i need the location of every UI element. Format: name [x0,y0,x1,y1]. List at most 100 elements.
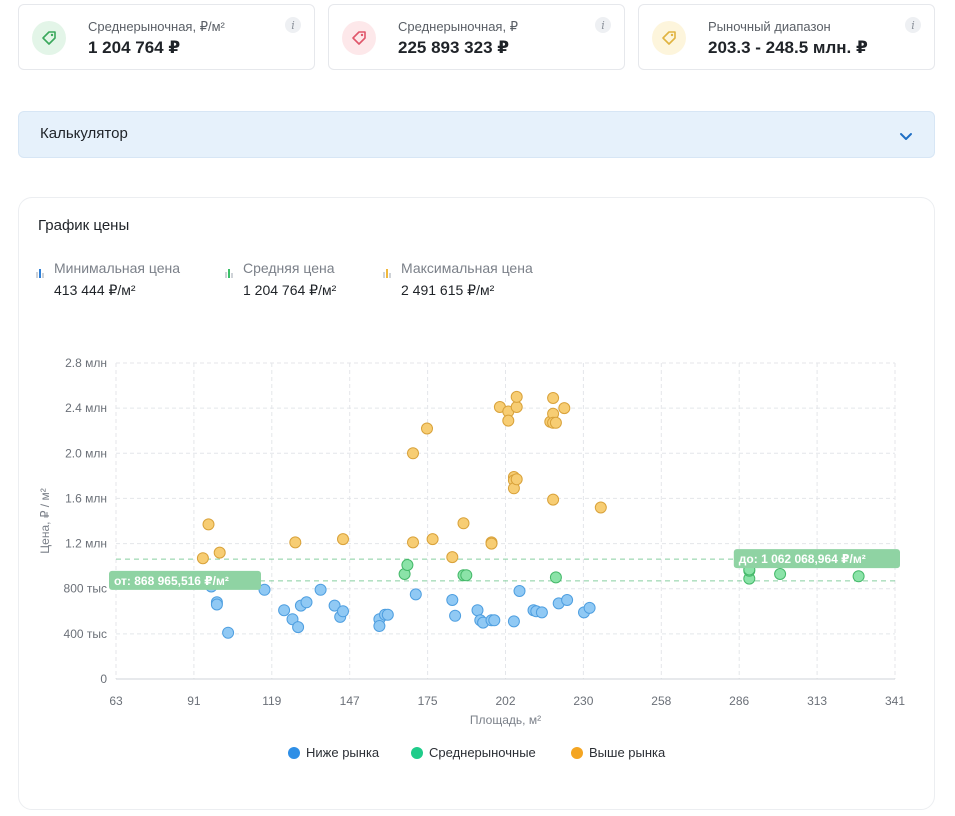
data-point[interactable] [196,552,209,565]
data-point[interactable] [337,533,349,546]
data-point[interactable] [401,559,414,571]
data-point[interactable] [513,585,526,597]
calculator-label: Калькулятор [40,125,128,142]
x-tick-label: 313 [807,694,827,708]
y-tick-label: 2.0 млн [65,446,107,460]
summary-label: Средняя цена [243,260,335,276]
data-point[interactable] [502,414,515,427]
x-tick-label: 63 [109,694,123,708]
scatter-plot: 63 91 119 147 175 202 230 258 286 313 341 0 400 тыс 8… [38,356,905,727]
summary-value: 413 444 ₽/м² [54,282,136,298]
data-point[interactable] [594,501,607,514]
data-point[interactable] [409,588,422,601]
data-point[interactable] [488,614,501,627]
data-point[interactable] [549,416,562,429]
reference-label: до: 1 062 068,964 ₽/м² [733,549,900,569]
data-point[interactable] [460,569,473,582]
info-icon[interactable]: i [285,17,301,33]
x-tick-label: 119 [262,694,281,708]
data-point[interactable] [510,473,523,486]
data-point[interactable] [547,493,560,506]
data-point[interactable] [510,401,523,413]
price-tag-icon [32,21,66,55]
data-point[interactable] [289,536,302,549]
data-point[interactable] [292,621,305,634]
stat-card-total-price: Среднерыночная, ₽ 225 893 323 ₽ i [328,4,625,70]
info-icon[interactable]: i [595,17,611,33]
x-tick-label: 230 [573,694,593,708]
x-tick-label: 175 [418,694,438,708]
info-icon[interactable]: i [905,17,921,33]
legend-dot [411,746,423,759]
price-tag-icon [652,21,686,55]
reference-label: от: 868 965,516 ₽/м² [109,570,261,590]
data-point[interactable] [337,605,349,618]
data-point[interactable] [426,533,439,546]
stat-label: Рыночный диапазон [708,19,831,34]
data-point[interactable] [457,517,470,530]
data-point[interactable] [446,551,459,564]
y-tick-label: 2.8 млн [65,356,107,370]
legend-item-average[interactable]: Среднерыночные [411,745,536,760]
y-tick-label: 2.4 млн [65,401,107,415]
bars-icon [225,269,233,278]
data-point[interactable] [561,594,574,606]
price-tag-icon [342,21,376,55]
data-point[interactable] [449,609,462,622]
data-point[interactable] [485,537,498,550]
data-point[interactable] [300,596,313,609]
data-point[interactable] [381,608,394,621]
data-point[interactable] [558,402,571,415]
legend-item-below-market[interactable]: Ниже рынка [288,745,379,760]
x-tick-label: 202 [495,694,515,708]
y-tick-label: 0 [100,672,107,686]
data-point[interactable] [774,568,787,580]
data-point[interactable] [421,422,433,435]
summary-label: Минимальная цена [54,260,181,276]
data-point[interactable] [547,392,560,404]
y-tick-label: 1.6 млн [65,491,107,505]
data-point[interactable] [549,571,562,584]
series-0 [199,575,596,639]
data-point[interactable] [328,599,341,612]
data-point[interactable] [373,620,386,632]
data-point[interactable] [213,546,226,559]
stat-value: 225 893 323 ₽ [398,38,510,57]
data-point[interactable] [210,598,223,611]
data-point[interactable] [510,390,523,403]
stat-value: 1 204 764 ₽ [88,38,181,57]
legend-dot [288,746,300,759]
summary-value: 1 204 764 ₽/м² [243,282,337,298]
data-point[interactable] [278,604,291,617]
x-tick-label: 341 [885,694,905,708]
data-point[interactable] [583,601,596,614]
data-point[interactable] [258,583,271,596]
summary-label: Максимальная цена [401,260,533,276]
x-tick-label: 91 [187,694,201,708]
x-tick-label: 147 [340,694,360,708]
chevron-down-icon[interactable] [898,128,914,144]
data-point[interactable] [471,604,484,617]
stat-card-price-per-m2: Среднерыночная, ₽/м² 1 204 764 ₽ i [18,4,315,70]
stat-card-market-range: Рыночный диапазон 203.3 - 248.5 млн. ₽ i [638,4,935,70]
data-point[interactable] [202,518,215,531]
data-point[interactable] [222,626,235,639]
legend-label: Среднерыночные [429,745,536,760]
y-tick-label: 800 тыс [64,582,107,596]
summary-value: 2 491 615 ₽/м² [401,282,495,298]
calculator-accordion[interactable]: Калькулятор [18,111,935,158]
data-point[interactable] [852,570,865,583]
data-point[interactable] [446,594,459,606]
svg-text:до: 1 062 068,964 ₽/м²: до: 1 062 068,964 ₽/м² [739,552,866,566]
stat-label: Среднерыночная, ₽ [398,19,518,34]
data-point[interactable] [535,606,548,619]
svg-text:от: 868 965,516 ₽/м²: от: 868 965,516 ₽/м² [114,574,229,588]
data-point[interactable] [407,447,419,460]
bars-icon [36,269,44,278]
legend-label: Выше рынка [589,745,666,760]
legend-item-above-market[interactable]: Выше рынка [571,745,665,760]
legend-label: Ниже рынка [306,745,380,760]
data-point[interactable] [507,615,520,628]
data-point[interactable] [314,583,327,596]
data-point[interactable] [407,536,419,549]
